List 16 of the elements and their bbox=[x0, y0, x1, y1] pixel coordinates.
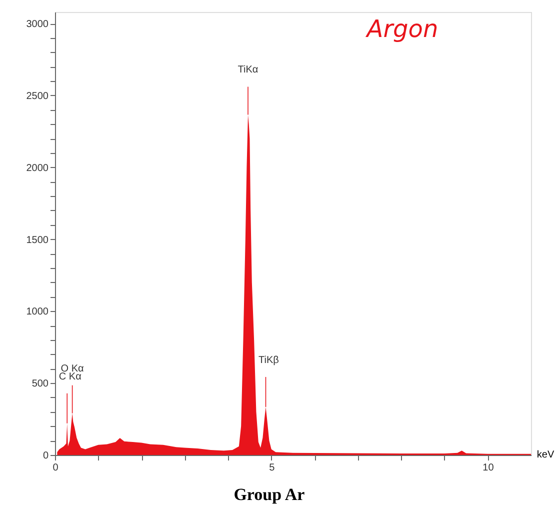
y-tick-label: 500 bbox=[32, 378, 49, 390]
y-tick-label: 2500 bbox=[26, 90, 49, 102]
x-tick-label: 10 bbox=[482, 462, 494, 474]
annotation: Argon bbox=[364, 15, 438, 43]
x-tick-label: 5 bbox=[269, 462, 276, 474]
x-axis-title: keV bbox=[536, 450, 554, 460]
annotation: TiKβ bbox=[258, 354, 280, 366]
y-tick-label: 1000 bbox=[26, 306, 49, 318]
y-tick-label: 2000 bbox=[26, 162, 49, 174]
annotation: TiKα bbox=[238, 64, 258, 76]
text: Group Ar bbox=[234, 485, 306, 504]
y-tick-label: 0 bbox=[42, 450, 49, 462]
x-tick-label: 0 bbox=[52, 462, 59, 474]
y-tick-label: 1500 bbox=[26, 234, 49, 246]
annotation: C Kα bbox=[58, 371, 82, 382]
y-tick-label: 3000 bbox=[26, 19, 49, 30]
